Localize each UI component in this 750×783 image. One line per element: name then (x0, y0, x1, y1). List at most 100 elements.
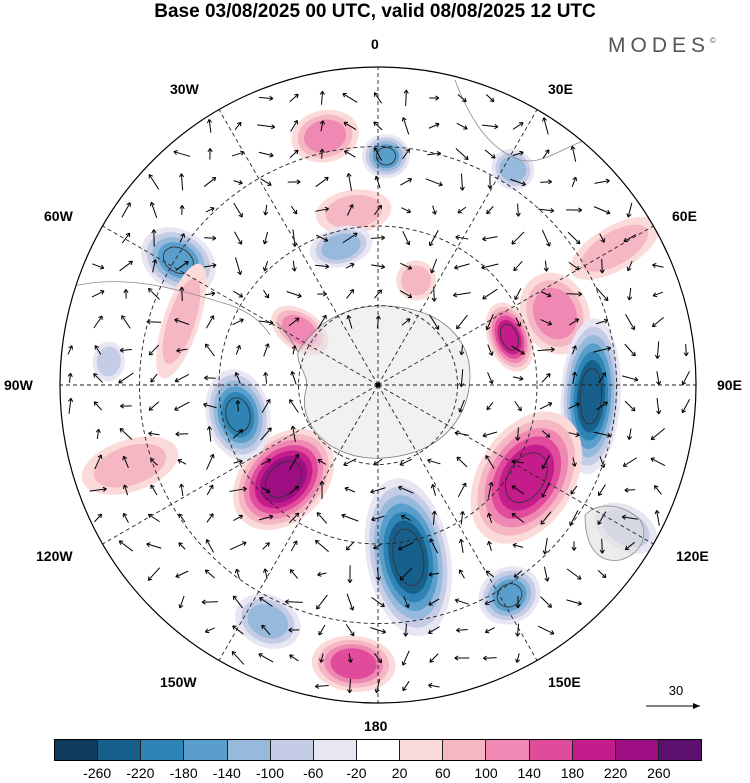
anomaly-pink-high-north-2 (315, 189, 392, 235)
wind-arrow (399, 567, 413, 581)
colorbar-swatch (615, 740, 659, 760)
anomaly-pink-left-far (81, 436, 179, 495)
wind-arrow (571, 176, 578, 188)
wind-arrow (233, 514, 244, 521)
wind-arrow (572, 371, 578, 384)
wind-arrow (317, 571, 327, 577)
wind-arrow (431, 286, 437, 302)
wind-arrow (599, 538, 605, 554)
wind-arrow (514, 288, 522, 301)
contour-ring (406, 270, 427, 291)
wind-arrow (258, 151, 274, 158)
wind-arrow (290, 205, 298, 215)
wind-arrow (262, 260, 269, 272)
wind-arrow (456, 456, 468, 468)
south-america-outline (60, 281, 271, 336)
colorbar-tick-label: -20 (346, 765, 367, 781)
wind-arrow (173, 150, 191, 157)
wind-arrow (89, 486, 107, 492)
contour-ring (327, 237, 355, 256)
wind-arrow (624, 400, 636, 412)
wind-arrow (121, 232, 131, 244)
wind-arrow (425, 178, 443, 187)
wind-arrow (403, 596, 410, 608)
wind-arrow (259, 597, 273, 607)
wind-arrow (458, 538, 464, 553)
wind-arrow (178, 542, 186, 550)
wind-arrow (621, 375, 639, 382)
wind-arrow (599, 456, 606, 469)
wind-arrow (430, 258, 438, 274)
wind-arrow (317, 314, 327, 329)
wind-arrow (262, 231, 269, 245)
wind-arrow (428, 314, 440, 330)
wind-arrow (486, 205, 494, 215)
wind-arrow (262, 542, 270, 550)
wind-arrow (568, 402, 580, 409)
wind-arrow (651, 317, 664, 328)
label-30w: 30W (170, 81, 199, 97)
wind-arrow (511, 459, 524, 465)
wind-arrow (315, 263, 330, 269)
meridian-line (377, 384, 654, 545)
wind-arrow (258, 653, 274, 663)
wind-arrow (431, 205, 437, 215)
wind-arrow (94, 454, 103, 470)
wind-arrow (429, 95, 440, 101)
wind-arrow (285, 599, 303, 605)
wind-arrow (206, 453, 215, 470)
wind-arrow (512, 542, 524, 548)
wind-arrow (346, 593, 355, 611)
wind-arrow (487, 481, 494, 498)
wind-arrow (261, 624, 271, 636)
map-title: Base 03/08/2025 00 UTC, valid 08/08/2025… (154, 1, 596, 22)
wind-arrow (515, 317, 522, 327)
wind-arrow (316, 512, 328, 524)
wind-arrow (537, 347, 555, 353)
wind-arrow (318, 624, 326, 636)
wind-arrow (514, 400, 522, 412)
wind-arrow (291, 260, 297, 272)
meridian-line (377, 109, 538, 386)
wind-arrow (511, 513, 525, 523)
wind-arrow (537, 625, 555, 635)
wind-arrow (67, 345, 74, 355)
wind-arrow (459, 511, 465, 525)
south-pole-marker (375, 382, 381, 388)
wind-arrow (542, 149, 550, 159)
wind-arrow (260, 427, 272, 441)
colorbar-swatch (270, 740, 314, 760)
wind-arrow (288, 627, 300, 633)
wind-arrow (229, 541, 247, 551)
wind-arrow (119, 428, 133, 440)
wind-arrow (175, 431, 189, 437)
wind-arrow (566, 207, 583, 213)
wind-arrow (654, 485, 662, 495)
wind-arrow (234, 121, 242, 131)
meridian-line (102, 225, 379, 386)
wind-arrow (121, 202, 131, 218)
wind-arrow (346, 204, 354, 216)
wind-arrow (596, 401, 609, 411)
wind-arrow (429, 653, 439, 663)
contour-ring (310, 124, 340, 148)
wind-arrow (316, 594, 328, 610)
contour-ring (503, 160, 523, 179)
wind-arrow (149, 201, 158, 218)
meridian-line (377, 384, 538, 661)
wind-arrow (568, 432, 580, 438)
anomaly-blue-south-central (364, 478, 453, 637)
wind-arrow (319, 480, 325, 499)
wind-arrow (288, 317, 300, 327)
wind-arrow (233, 290, 244, 298)
colorbar-swatch (184, 740, 228, 760)
wind-arrow (179, 483, 185, 497)
colorbar-tick-label: 20 (391, 765, 408, 781)
wind-arrow (624, 541, 635, 551)
wind-arrow (515, 653, 521, 663)
wind-arrow (150, 484, 158, 496)
wind-arrow (205, 343, 215, 357)
colorbar-tick-label: -180 (169, 765, 198, 781)
wind-arrow (347, 565, 353, 584)
